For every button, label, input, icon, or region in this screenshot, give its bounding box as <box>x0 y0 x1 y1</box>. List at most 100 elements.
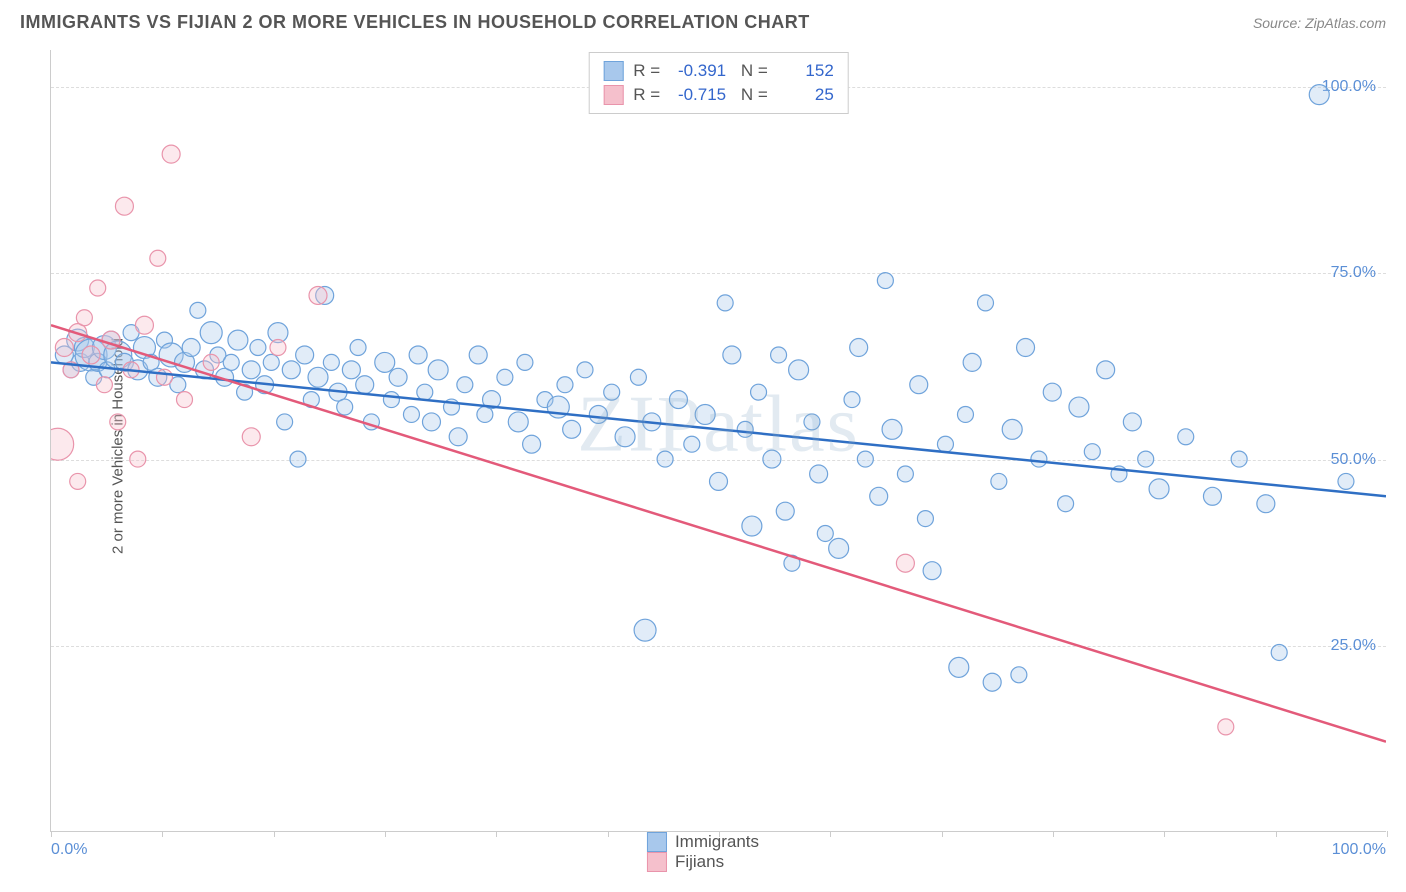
scatter-point <box>115 197 133 215</box>
scatter-point <box>323 354 339 370</box>
scatter-point <box>508 412 528 432</box>
scatter-point <box>356 376 374 394</box>
x-tick-label: 100.0% <box>1332 841 1386 859</box>
scatter-point <box>1031 451 1047 467</box>
scatter-point <box>604 384 620 400</box>
scatter-point <box>763 450 781 468</box>
scatter-point <box>615 427 635 447</box>
scatter-point <box>1069 397 1089 417</box>
x-tick <box>496 831 497 837</box>
legend-label: Immigrants <box>675 832 759 852</box>
scatter-point <box>577 362 593 378</box>
legend-swatch <box>647 832 667 852</box>
scatter-point <box>182 339 200 357</box>
scatter-point <box>589 405 607 423</box>
scatter-point <box>242 361 260 379</box>
scatter-point <box>937 436 953 452</box>
scatter-point <box>1138 451 1154 467</box>
scatter-point <box>877 273 893 289</box>
scatter-point <box>200 322 222 344</box>
x-tick <box>1276 831 1277 837</box>
source-attribution: Source: ZipAtlas.com <box>1253 15 1386 31</box>
scatter-point <box>684 436 700 452</box>
scatter-point <box>857 451 873 467</box>
scatter-point <box>723 346 741 364</box>
scatter-point <box>90 280 106 296</box>
scatter-point <box>277 414 293 430</box>
scatter-point <box>817 525 833 541</box>
stat-r-label: R = <box>633 61 660 81</box>
scatter-point <box>1017 339 1035 357</box>
stat-n-value: 152 <box>778 61 834 81</box>
scatter-point <box>82 346 100 364</box>
scatter-point <box>978 295 994 311</box>
scatter-point <box>228 330 248 350</box>
scatter-point <box>156 369 172 385</box>
x-tick <box>1053 831 1054 837</box>
scatter-point <box>282 361 300 379</box>
stat-r-label: R = <box>633 85 660 105</box>
scatter-point <box>290 451 306 467</box>
series-swatch <box>603 85 623 105</box>
scatter-point <box>896 554 914 572</box>
scatter-point <box>250 340 266 356</box>
scatter-point <box>383 392 399 408</box>
scatter-point <box>135 316 153 334</box>
scatter-point <box>422 413 440 431</box>
scatter-point <box>776 502 794 520</box>
legend-item: Fijians <box>647 852 759 872</box>
scatter-point <box>389 368 407 386</box>
x-tick <box>1387 831 1388 837</box>
scatter-point <box>309 286 327 304</box>
scatter-point <box>1011 667 1027 683</box>
scatter-point <box>517 354 533 370</box>
stat-n-label: N = <box>736 61 768 81</box>
scatter-point <box>457 377 473 393</box>
scatter-point <box>203 354 219 370</box>
scatter-point <box>342 361 360 379</box>
scatter-point <box>844 392 860 408</box>
scatter-point <box>110 414 126 430</box>
scatter-point <box>771 347 787 363</box>
scatter-point <box>1271 644 1287 660</box>
x-tick <box>274 831 275 837</box>
scatter-point <box>737 421 753 437</box>
scatter-point <box>1097 361 1115 379</box>
scatter-point <box>263 354 279 370</box>
scatter-point <box>829 538 849 558</box>
scatter-point <box>1309 85 1329 105</box>
scatter-point <box>963 353 981 371</box>
scatter-point <box>1257 495 1275 513</box>
scatter-point <box>150 250 166 266</box>
scatter-point <box>917 511 933 527</box>
scatter-point <box>337 399 353 415</box>
scatter-point <box>296 346 314 364</box>
chart-title: IMMIGRANTS VS FIJIAN 2 OR MORE VEHICLES … <box>20 12 810 33</box>
scatter-point <box>810 465 828 483</box>
scatter-point <box>1338 473 1354 489</box>
stats-legend-box: R = -0.391 N = 152 R = -0.715 N = 25 <box>588 52 849 114</box>
scatter-point <box>751 384 767 400</box>
scatter-point <box>742 516 762 536</box>
scatter-point <box>70 473 86 489</box>
scatter-point <box>991 473 1007 489</box>
scatter-point <box>897 466 913 482</box>
scatter-point <box>162 145 180 163</box>
scatter-point <box>223 354 239 370</box>
legend-label: Fijians <box>675 852 724 872</box>
x-tick <box>162 831 163 837</box>
scatter-point <box>1002 419 1022 439</box>
x-tick <box>942 831 943 837</box>
bottom-legend: Immigrants Fijians <box>647 832 759 872</box>
scatter-point <box>469 346 487 364</box>
scatter-point <box>630 369 646 385</box>
scatter-point <box>177 392 193 408</box>
scatter-point <box>350 340 366 356</box>
scatter-point <box>523 435 541 453</box>
trend-line <box>51 325 1386 742</box>
legend-item: Immigrants <box>647 832 759 852</box>
scatter-point <box>1058 496 1074 512</box>
scatter-svg <box>51 50 1386 831</box>
scatter-point <box>850 339 868 357</box>
stat-n-value: 25 <box>778 85 834 105</box>
